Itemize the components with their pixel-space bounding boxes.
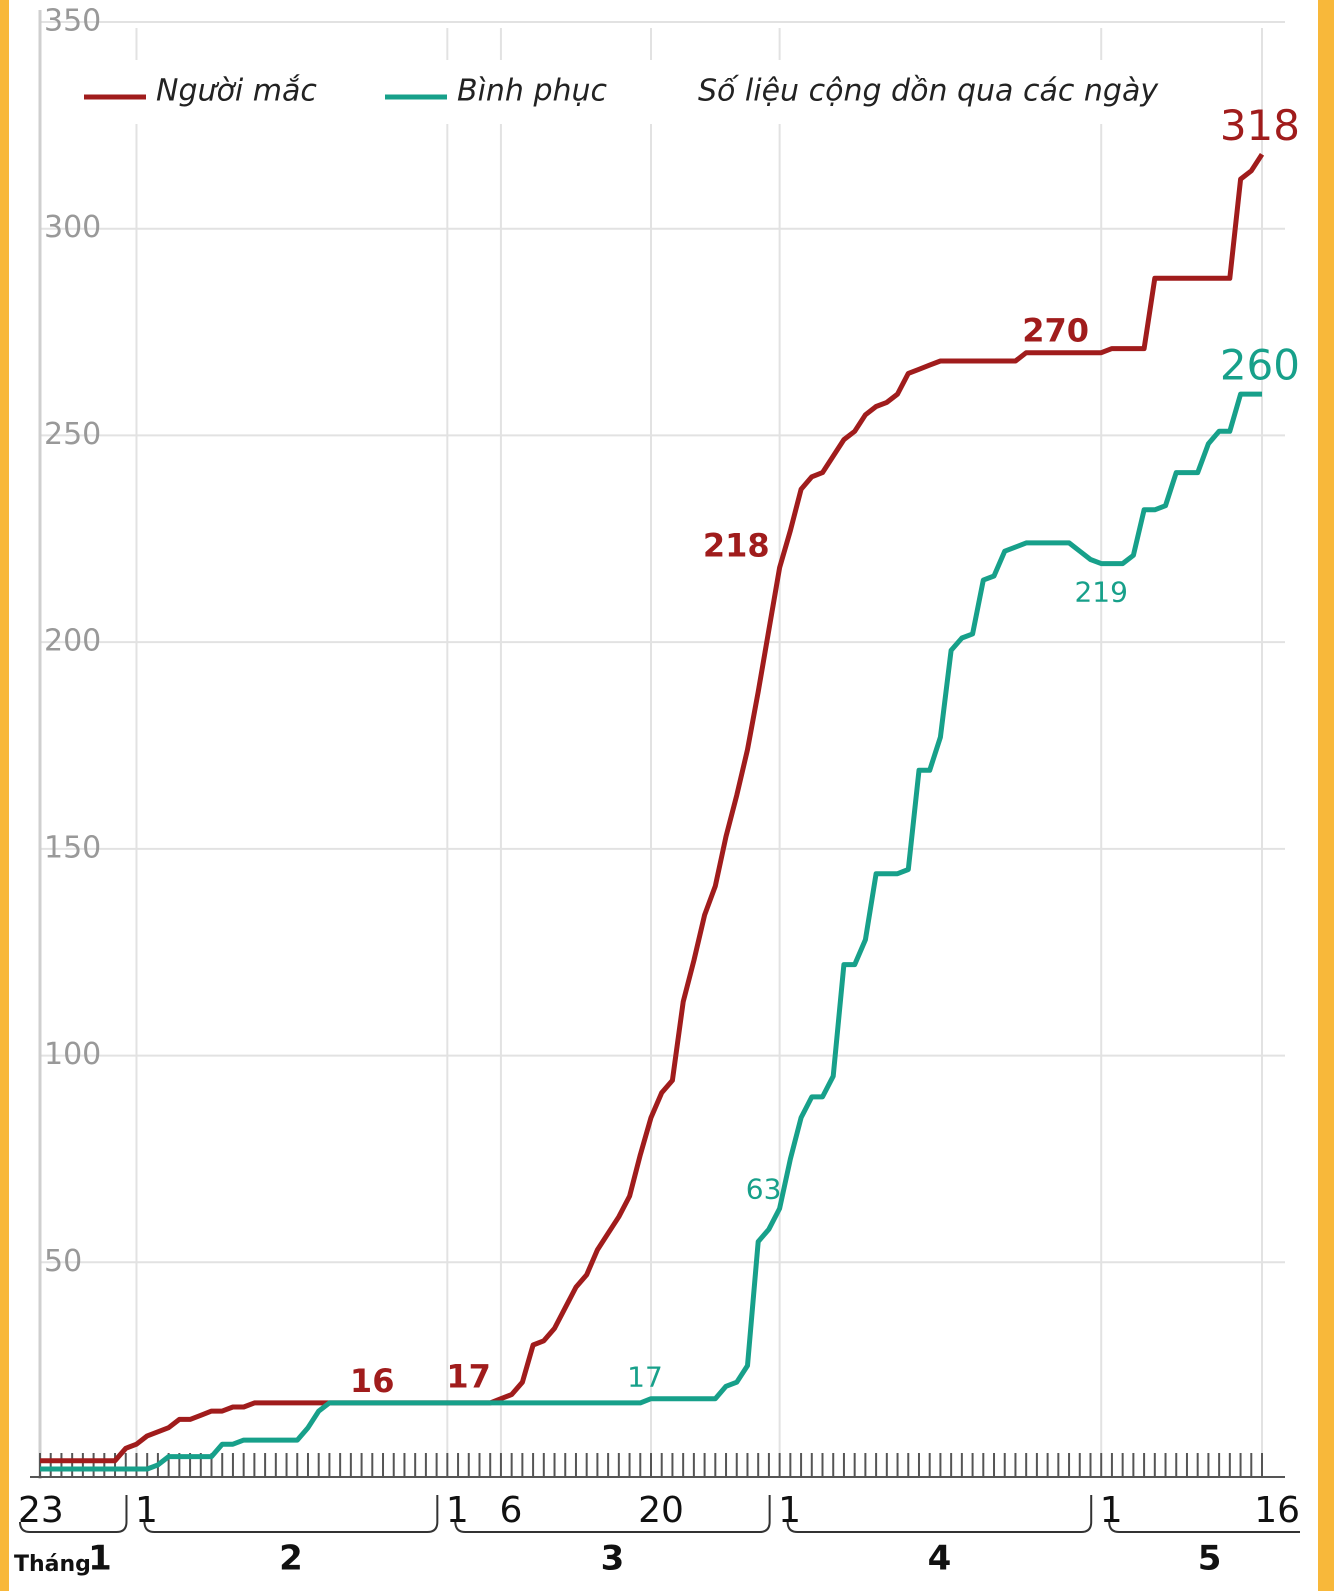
legend-label: Người mắc: [156, 74, 317, 109]
plot: Người mắc Bình phục Số liệu cộng dồn qua c…: [40, 74, 1300, 1472]
month-prefix: Tháng: [14, 1552, 91, 1577]
y-tick-label: 50: [44, 1244, 82, 1279]
subtitle: Số liệu cộng dồn qua các ngày: [698, 74, 1159, 109]
right-border: [1318, 0, 1334, 1591]
month-label: 1: [88, 1539, 112, 1579]
month-bracket: [1108, 1521, 1300, 1533]
x-tick-label: 1: [446, 1490, 469, 1531]
y-tick-label: 150: [44, 830, 101, 865]
data-label: 63: [746, 1173, 782, 1206]
month-label: 2: [279, 1539, 303, 1579]
month-label: 3: [601, 1539, 625, 1579]
month-bracket: [19, 1495, 128, 1533]
x-tick-label: 6: [499, 1490, 522, 1531]
series-line: [40, 391, 1262, 1472]
data-label: 260: [1220, 341, 1300, 390]
month-bracket: [786, 1495, 1093, 1533]
x-tick-label: 1: [135, 1490, 158, 1531]
month-bracket: [454, 1495, 771, 1533]
y-tick-label: 250: [44, 417, 101, 452]
series-line: [40, 152, 1265, 1464]
left-border: [0, 0, 9, 1591]
x-tick-label: 23: [18, 1490, 64, 1531]
x-tick-label: 1: [1100, 1490, 1123, 1531]
legend-label: Bình phục: [457, 74, 608, 109]
month-label: 5: [1198, 1539, 1222, 1579]
y-tick-label: 100: [44, 1037, 101, 1072]
x-tick-label: 1: [778, 1490, 801, 1531]
data-label: 17: [446, 1358, 491, 1396]
y-tick-label: 200: [44, 624, 101, 659]
data-label: 219: [1074, 576, 1127, 609]
data-label: 270: [1022, 312, 1089, 350]
x-tick-label: 20: [638, 1490, 684, 1531]
month-label: 4: [928, 1539, 952, 1579]
data-label: 17: [627, 1361, 663, 1394]
month-bracket: [143, 1495, 439, 1533]
y-tick-label: 300: [44, 210, 101, 245]
legend-background: [60, 60, 1180, 124]
data-label: 318: [1220, 101, 1300, 150]
y-tick-label: 350: [44, 4, 101, 39]
x-tick-label: 16: [1254, 1490, 1300, 1531]
data-label: 218: [703, 527, 770, 565]
data-label: 16: [350, 1362, 395, 1400]
